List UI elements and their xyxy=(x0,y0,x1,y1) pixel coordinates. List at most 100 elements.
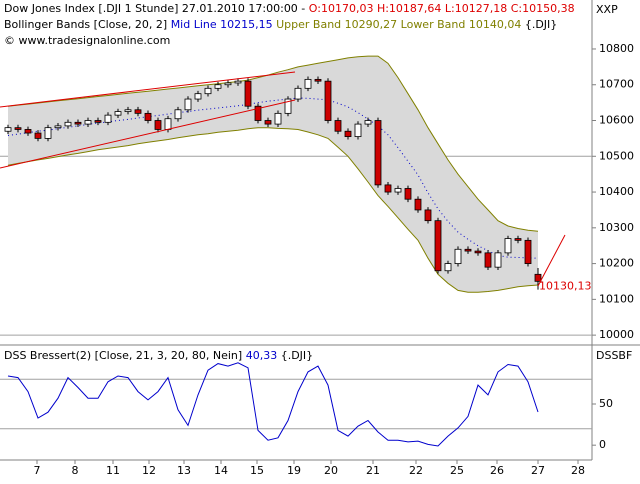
y-tick-label: 0 xyxy=(599,438,606,451)
x-tick-label: 21 xyxy=(366,464,380,477)
candle-body xyxy=(364,120,372,125)
y-tick-label: 10100 xyxy=(599,292,634,305)
candle-body xyxy=(224,82,232,86)
x-tick-label: 12 xyxy=(142,464,156,477)
upper-band xyxy=(7,55,539,232)
candle-body xyxy=(234,80,242,84)
symbol: {.DJI} xyxy=(525,18,557,31)
candle-body xyxy=(404,188,412,200)
candle-body xyxy=(464,248,472,252)
candle-body xyxy=(334,120,342,132)
header-line: Dow Jones Index [.DJI 1 Stunde] 27.01.20… xyxy=(4,2,575,15)
y-tick-label: 50 xyxy=(599,397,613,410)
copyright: © www.tradesignalonline.com xyxy=(4,34,170,47)
candle-body xyxy=(164,118,172,130)
mid-line xyxy=(7,97,539,259)
candle-body xyxy=(144,112,152,121)
x-tick-label: 15 xyxy=(250,464,264,477)
candle-body xyxy=(264,120,272,125)
dss-pane: 0 50 7 8 11 12 13 14 15 19 20 21 22 25 26 27 28 xyxy=(0,362,613,477)
candle-body xyxy=(184,98,192,111)
candle-body xyxy=(194,93,202,100)
x-tick-label: 27 xyxy=(531,464,545,477)
candle-body xyxy=(344,130,352,138)
candle-body xyxy=(294,87,302,100)
y-tick-label: 10400 xyxy=(599,185,634,198)
y-tick-label: 10700 xyxy=(599,78,634,91)
y-tick-label: 10000 xyxy=(599,328,634,341)
candle-body xyxy=(214,84,222,89)
candle-body xyxy=(524,239,532,264)
candle-body xyxy=(394,188,402,193)
ohlc: O:10170,03 xyxy=(309,2,374,15)
ohlc: C:10150,38 xyxy=(511,2,575,15)
candle-body xyxy=(74,121,82,125)
candle-body xyxy=(324,80,332,121)
x-tick-label: 22 xyxy=(409,464,423,477)
candle-body xyxy=(414,198,422,211)
dss-line xyxy=(7,362,539,447)
candle-body xyxy=(484,252,492,268)
y-tick-label: 10500 xyxy=(599,149,634,162)
candle-body xyxy=(64,121,72,127)
x-tick-label: 14 xyxy=(214,464,228,477)
candle-body xyxy=(124,109,132,112)
candle-body xyxy=(534,273,542,282)
candle-body xyxy=(494,252,502,268)
title: Dow Jones Index [.DJI 1 Stunde] 27.01.20… xyxy=(4,2,305,15)
indicator: Bollinger Bands [Close, 20, 2] xyxy=(4,18,167,31)
candle-body xyxy=(34,132,42,139)
x-tick-label: 7 xyxy=(34,464,41,477)
candle-body xyxy=(254,105,262,121)
x-tick-label: 26 xyxy=(490,464,504,477)
candle-body xyxy=(114,111,122,116)
ohlc: H:10187,64 xyxy=(377,2,441,15)
candle-body xyxy=(514,238,522,241)
candle-body xyxy=(154,120,162,130)
symbol: {.DJI} xyxy=(281,349,313,362)
mid-label: Mid Line 10215,15 xyxy=(171,18,273,31)
candle-body xyxy=(174,109,182,120)
x-tick-label: 13 xyxy=(177,464,191,477)
dss-line: DSS Bressert(2) [Close, 21, 3, 20, 80, N… xyxy=(4,349,313,362)
candle-body xyxy=(44,127,52,139)
candle-body xyxy=(304,78,312,89)
candle-body xyxy=(504,238,512,254)
y-tick-label: 10300 xyxy=(599,221,634,234)
indicator: DSS Bressert(2) [Close, 21, 3, 20, 80, N… xyxy=(4,349,242,362)
x-tick-label: 19 xyxy=(287,464,301,477)
candle-body xyxy=(14,127,22,130)
y-tick-label: 10200 xyxy=(599,257,634,270)
lower-band xyxy=(7,127,539,293)
candle-body xyxy=(244,80,252,107)
x-tick-label: 11 xyxy=(106,464,120,477)
indicator-line: Bollinger Bands [Close, 20, 2] Mid Line … xyxy=(4,18,557,31)
x-tick-label: 25 xyxy=(450,464,464,477)
candle-body xyxy=(424,209,432,222)
candle-body xyxy=(454,248,462,264)
band-area xyxy=(8,56,538,293)
candle-body xyxy=(434,220,442,272)
candle-body xyxy=(374,120,382,186)
y-tick-label: 10600 xyxy=(599,114,634,127)
x-tick-label: 8 xyxy=(72,464,79,477)
axis-name: DSSBF xyxy=(596,349,632,362)
axis-name: XXP xyxy=(596,3,618,16)
band-label: Upper Band 10290,27 Lower Band 10140,04 xyxy=(276,18,521,31)
candle-body xyxy=(284,98,292,114)
candle-body xyxy=(444,263,452,272)
candle-body xyxy=(134,109,142,114)
trend-line xyxy=(0,71,296,108)
candle-body xyxy=(84,120,92,125)
x-tick-label: 20 xyxy=(324,464,338,477)
y-tick-label: 10800 xyxy=(599,42,634,55)
candle-body xyxy=(24,129,32,134)
ohlc: L:10127,18 xyxy=(445,2,507,15)
candle-body xyxy=(274,112,282,125)
candle-body xyxy=(384,184,392,193)
candle-body xyxy=(4,127,12,132)
trend-line xyxy=(0,99,296,169)
price-label: 10130,13 xyxy=(539,280,592,293)
candle-body xyxy=(474,250,482,254)
